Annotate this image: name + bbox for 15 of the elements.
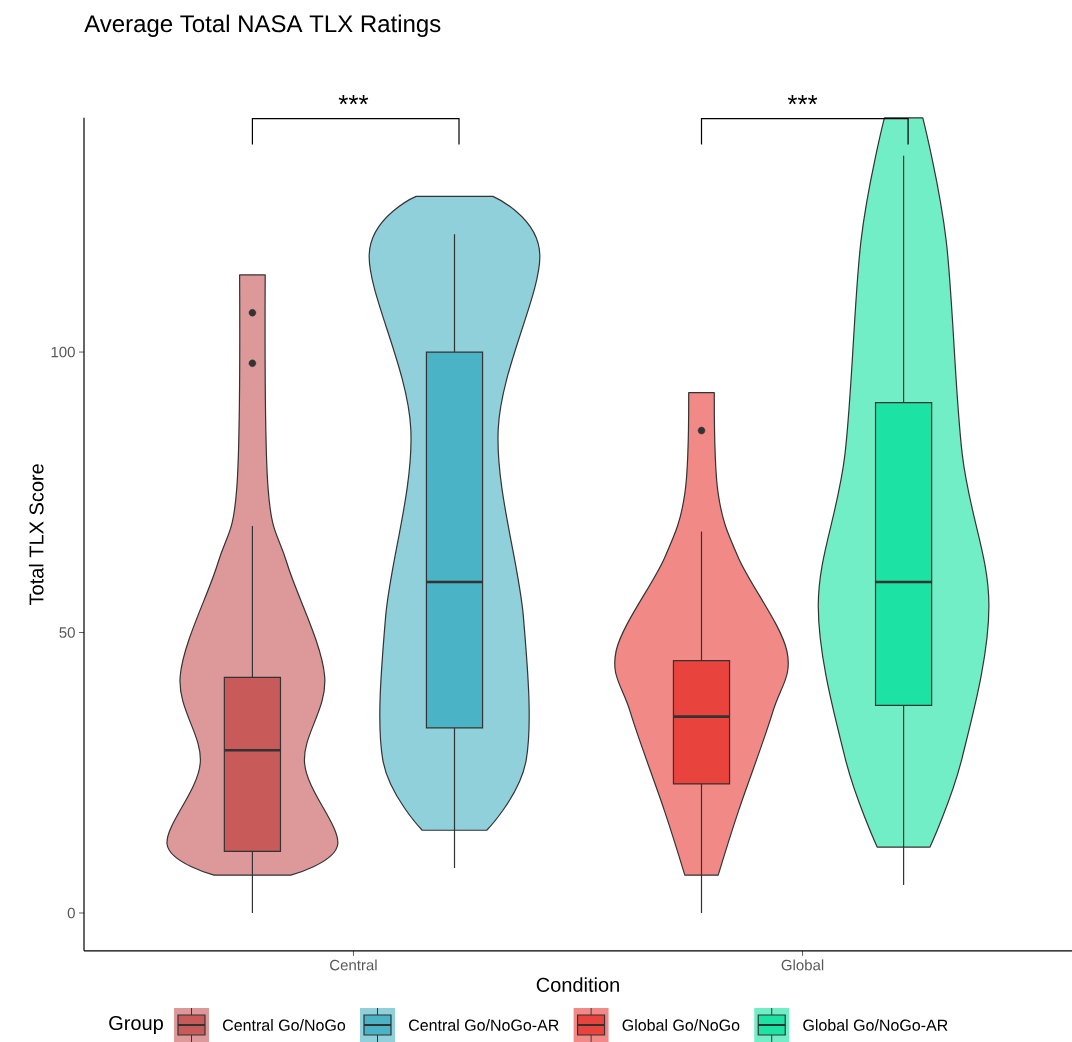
y-axis-title: Total TLX Score: [28, 464, 44, 606]
legend-label: Central Go/NoGo: [223, 1019, 346, 1031]
legend-label: Central Go/NoGo-AR: [409, 1019, 559, 1031]
legend-label: Global Go/NoGo: [622, 1019, 740, 1031]
text: ***: [338, 95, 369, 105]
x-tick-label: Central: [330, 959, 377, 971]
y-tick-label: 100: [51, 346, 75, 358]
chart-title: Average Total NASA TLX Ratings: [84, 14, 441, 37]
legend-label: Global Go/NoGo-AR: [803, 1019, 948, 1031]
x-tick-label: Global: [781, 959, 824, 971]
x-axis-title: Condition: [536, 977, 619, 992]
y-tick-label: 0: [67, 907, 75, 919]
text: ***: [787, 95, 818, 105]
legend-title: Group: [109, 1015, 163, 1035]
y-tick-label: 50: [59, 627, 75, 638]
